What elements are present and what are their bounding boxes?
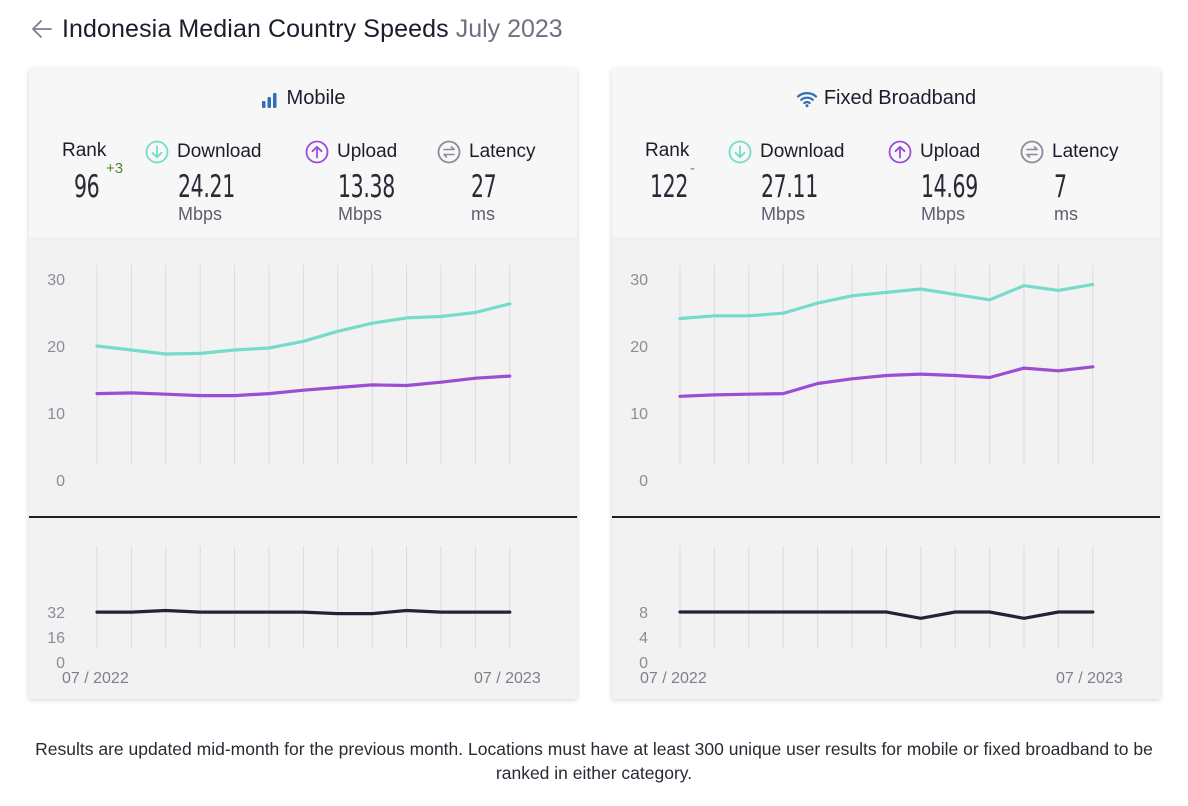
mobile-upload-unit: Mbps <box>338 204 383 224</box>
fixed-rank-change: - <box>690 160 695 177</box>
mobile-rank-label: Rank <box>62 140 107 161</box>
y-tick-label: 10 <box>630 406 648 423</box>
mobile-upload-value: 13.38 <box>338 169 395 205</box>
fixed-rank-label: Rank <box>645 140 690 161</box>
fixed-broadband-card: Fixed Broadband Rank 122 - Download 27.1… <box>612 69 1160 699</box>
mobile-latency-chart: 0 16 32 <box>47 546 512 672</box>
page-header: Indonesia Median Country Speeds July 202… <box>28 12 563 46</box>
upload-series-line <box>95 374 512 398</box>
download-series-line <box>678 282 1095 321</box>
y-tick-label: 0 <box>56 655 65 672</box>
mobile-download-label: Download <box>145 140 262 164</box>
mobile-rank-value: 96 <box>74 169 100 205</box>
page-title: Indonesia Median Country Speeds <box>62 14 449 43</box>
mobile-chart-divider <box>29 516 577 518</box>
fixed-latency-value: 7 <box>1054 169 1067 205</box>
mobile-latency-label: Latency <box>437 140 536 164</box>
download-icon <box>145 140 169 164</box>
fixed-latency-label: Latency <box>1020 140 1119 164</box>
mobile-latency-unit: ms <box>471 204 495 224</box>
y-tick-label: 8 <box>639 605 648 622</box>
back-button[interactable] <box>28 15 56 43</box>
mobile-speed-chart: 0 10 20 30 <box>47 265 512 490</box>
mobile-download-unit: Mbps <box>178 204 223 224</box>
fixed-download-text: Download <box>760 141 845 162</box>
latency-icon <box>1020 140 1044 164</box>
fixed-title-label: Fixed Broadband <box>823 87 977 109</box>
fixed-speed-chart: 0 10 20 30 <box>630 265 1095 490</box>
fixed-download-label: Download <box>728 140 845 164</box>
fixed-latency-unit: ms <box>1054 204 1078 224</box>
upload-icon <box>888 140 912 164</box>
mobile-latency-value: 27 <box>471 169 497 205</box>
cellular-bars-icon <box>261 92 277 108</box>
wifi-icon <box>796 91 817 107</box>
download-icon <box>728 140 752 164</box>
mobile-rank-change: +3 <box>106 160 124 177</box>
y-tick-label: 20 <box>630 339 648 356</box>
download-series-line <box>95 302 512 356</box>
y-tick-label: 0 <box>56 473 65 490</box>
fixed-title: Fixed Broadband <box>612 87 1160 110</box>
fixed-download-unit: Mbps <box>761 204 806 224</box>
fixed-latency-chart: 0 4 8 <box>639 546 1095 672</box>
y-tick-label: 30 <box>630 272 648 289</box>
y-tick-label: 32 <box>47 605 65 622</box>
latency-series-line <box>678 610 1095 620</box>
mobile-upload-text: Upload <box>337 141 398 162</box>
y-tick-label: 16 <box>47 630 65 647</box>
mobile-download-text: Download <box>177 141 262 162</box>
fixed-summary: Fixed Broadband Rank 122 - Download 27.1… <box>612 69 1160 237</box>
mobile-summary: Mobile Rank 96 +3 Download 24.21 Mbps Up… <box>29 69 577 237</box>
footnote: Results are updated mid-month for the pr… <box>35 739 1153 783</box>
y-tick-label: 20 <box>47 339 65 356</box>
page-date: July 2023 <box>455 14 563 43</box>
latency-series-line <box>95 608 512 616</box>
fixed-upload-text: Upload <box>920 141 981 162</box>
fixed-latency-text: Latency <box>1052 141 1119 162</box>
fixed-upload-value: 14.69 <box>921 169 978 205</box>
fixed-upload-label: Upload <box>888 140 980 164</box>
y-tick-label: 10 <box>47 406 65 423</box>
upload-series-line <box>678 365 1095 398</box>
mobile-title-label: Mobile <box>286 87 346 109</box>
fixed-upload-unit: Mbps <box>921 204 966 224</box>
arrow-left-icon <box>32 20 52 38</box>
y-tick-label: 0 <box>639 473 648 490</box>
fixed-start-date: 07 / 2022 <box>640 670 707 687</box>
mobile-card: Mobile Rank 96 +3 Download 24.21 Mbps Up… <box>29 69 577 699</box>
y-tick-label: 4 <box>639 630 648 647</box>
fixed-end-date: 07 / 2023 <box>1056 670 1123 687</box>
latency-icon <box>437 140 461 164</box>
mobile-download-value: 24.21 <box>178 169 235 205</box>
mobile-title: Mobile <box>29 87 577 110</box>
fixed-chart-divider <box>612 516 1160 518</box>
mobile-upload-label: Upload <box>305 140 397 164</box>
fixed-rank-value: 122 <box>650 169 689 205</box>
y-tick-label: 30 <box>47 272 65 289</box>
mobile-end-date: 07 / 2023 <box>474 670 541 687</box>
upload-icon <box>305 140 329 164</box>
mobile-start-date: 07 / 2022 <box>62 670 129 687</box>
y-tick-label: 0 <box>639 655 648 672</box>
mobile-latency-text: Latency <box>469 141 536 162</box>
fixed-download-value: 27.11 <box>761 169 818 205</box>
